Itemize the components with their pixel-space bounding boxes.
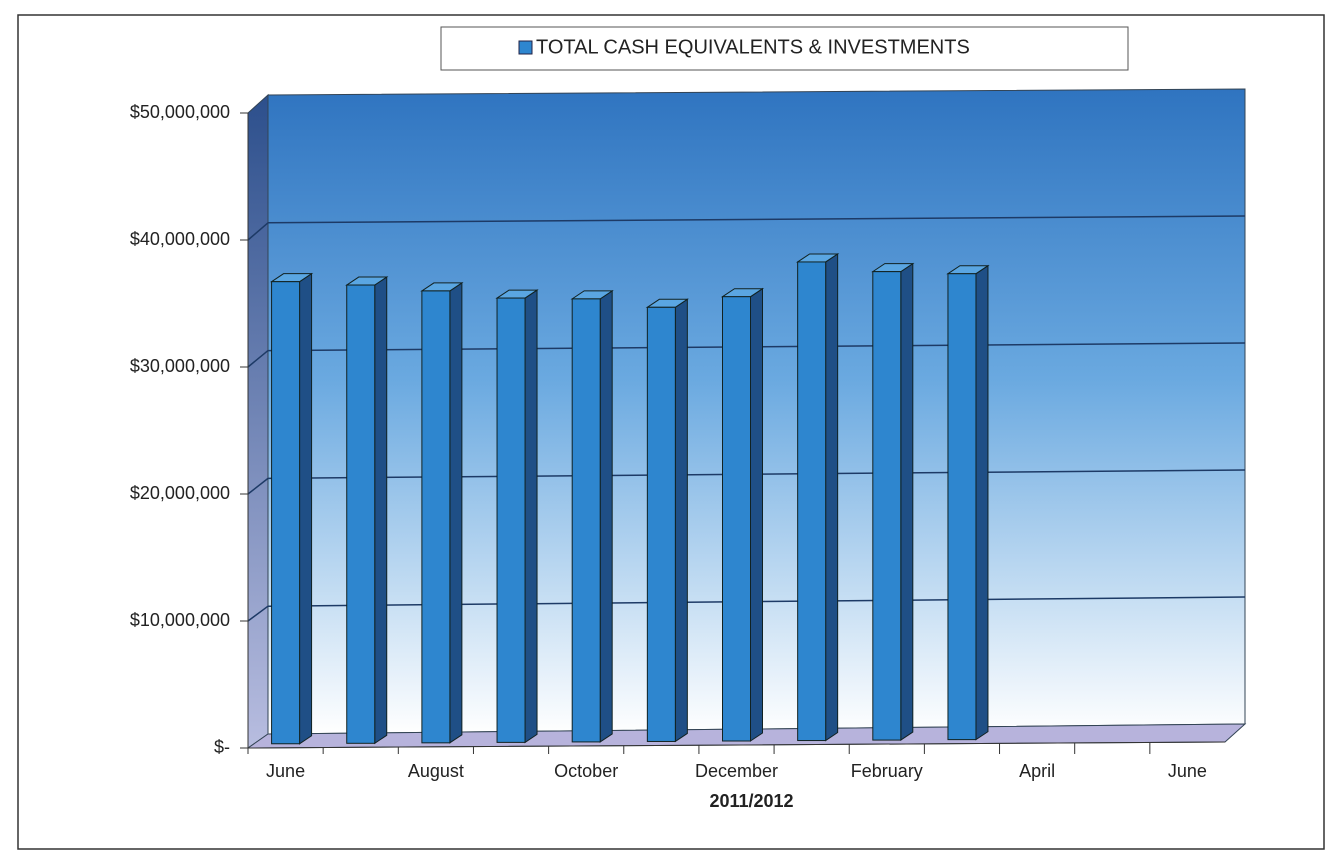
x-tick-label: February [851, 761, 923, 781]
x-tick-label: December [695, 761, 778, 781]
x-tick-label: April [1019, 761, 1055, 781]
bar [872, 271, 902, 741]
bar-side [825, 253, 839, 742]
legend-box [440, 26, 1129, 71]
y-tick-label: $40,000,000 [130, 229, 230, 249]
x-tick-label: June [266, 761, 305, 781]
grid-line [247, 605, 269, 622]
legend-swatch [518, 40, 533, 55]
bar-side [374, 276, 388, 745]
bar-side [449, 281, 463, 744]
chart-border [17, 14, 1325, 850]
bar-side [674, 298, 688, 743]
y-tick-label: $10,000,000 [130, 610, 230, 630]
bar [571, 298, 601, 743]
bar [646, 306, 676, 742]
bar-side [900, 262, 914, 742]
bar [346, 284, 376, 744]
side-wall [247, 93, 269, 749]
x-tick-label: June [1168, 761, 1207, 781]
grid-line [247, 222, 269, 241]
bar-side [299, 272, 313, 745]
bar [421, 290, 451, 744]
bar-side [975, 264, 989, 741]
grid-line [247, 477, 269, 495]
bar-side [750, 287, 763, 742]
bar [496, 297, 526, 743]
y-tick-label: $20,000,000 [130, 483, 230, 503]
x-axis-title: 2011/2012 [709, 791, 793, 811]
x-tick-label: August [408, 761, 464, 781]
bar [797, 261, 827, 742]
y-tick-label: $30,000,000 [130, 356, 230, 376]
grid-line [267, 215, 1246, 224]
bar-side [599, 289, 613, 743]
y-tick-label: $50,000,000 [130, 102, 230, 122]
x-axis [247, 741, 1226, 749]
bar [271, 281, 301, 745]
y-tick-label: $- [214, 737, 230, 757]
grid-line [247, 350, 269, 368]
x-tick-label: October [554, 761, 618, 781]
bar-side [524, 289, 538, 744]
bar [947, 273, 977, 741]
bar [722, 296, 751, 742]
legend-label: TOTAL CASH EQUIVALENTS & INVESTMENTS [536, 36, 970, 58]
